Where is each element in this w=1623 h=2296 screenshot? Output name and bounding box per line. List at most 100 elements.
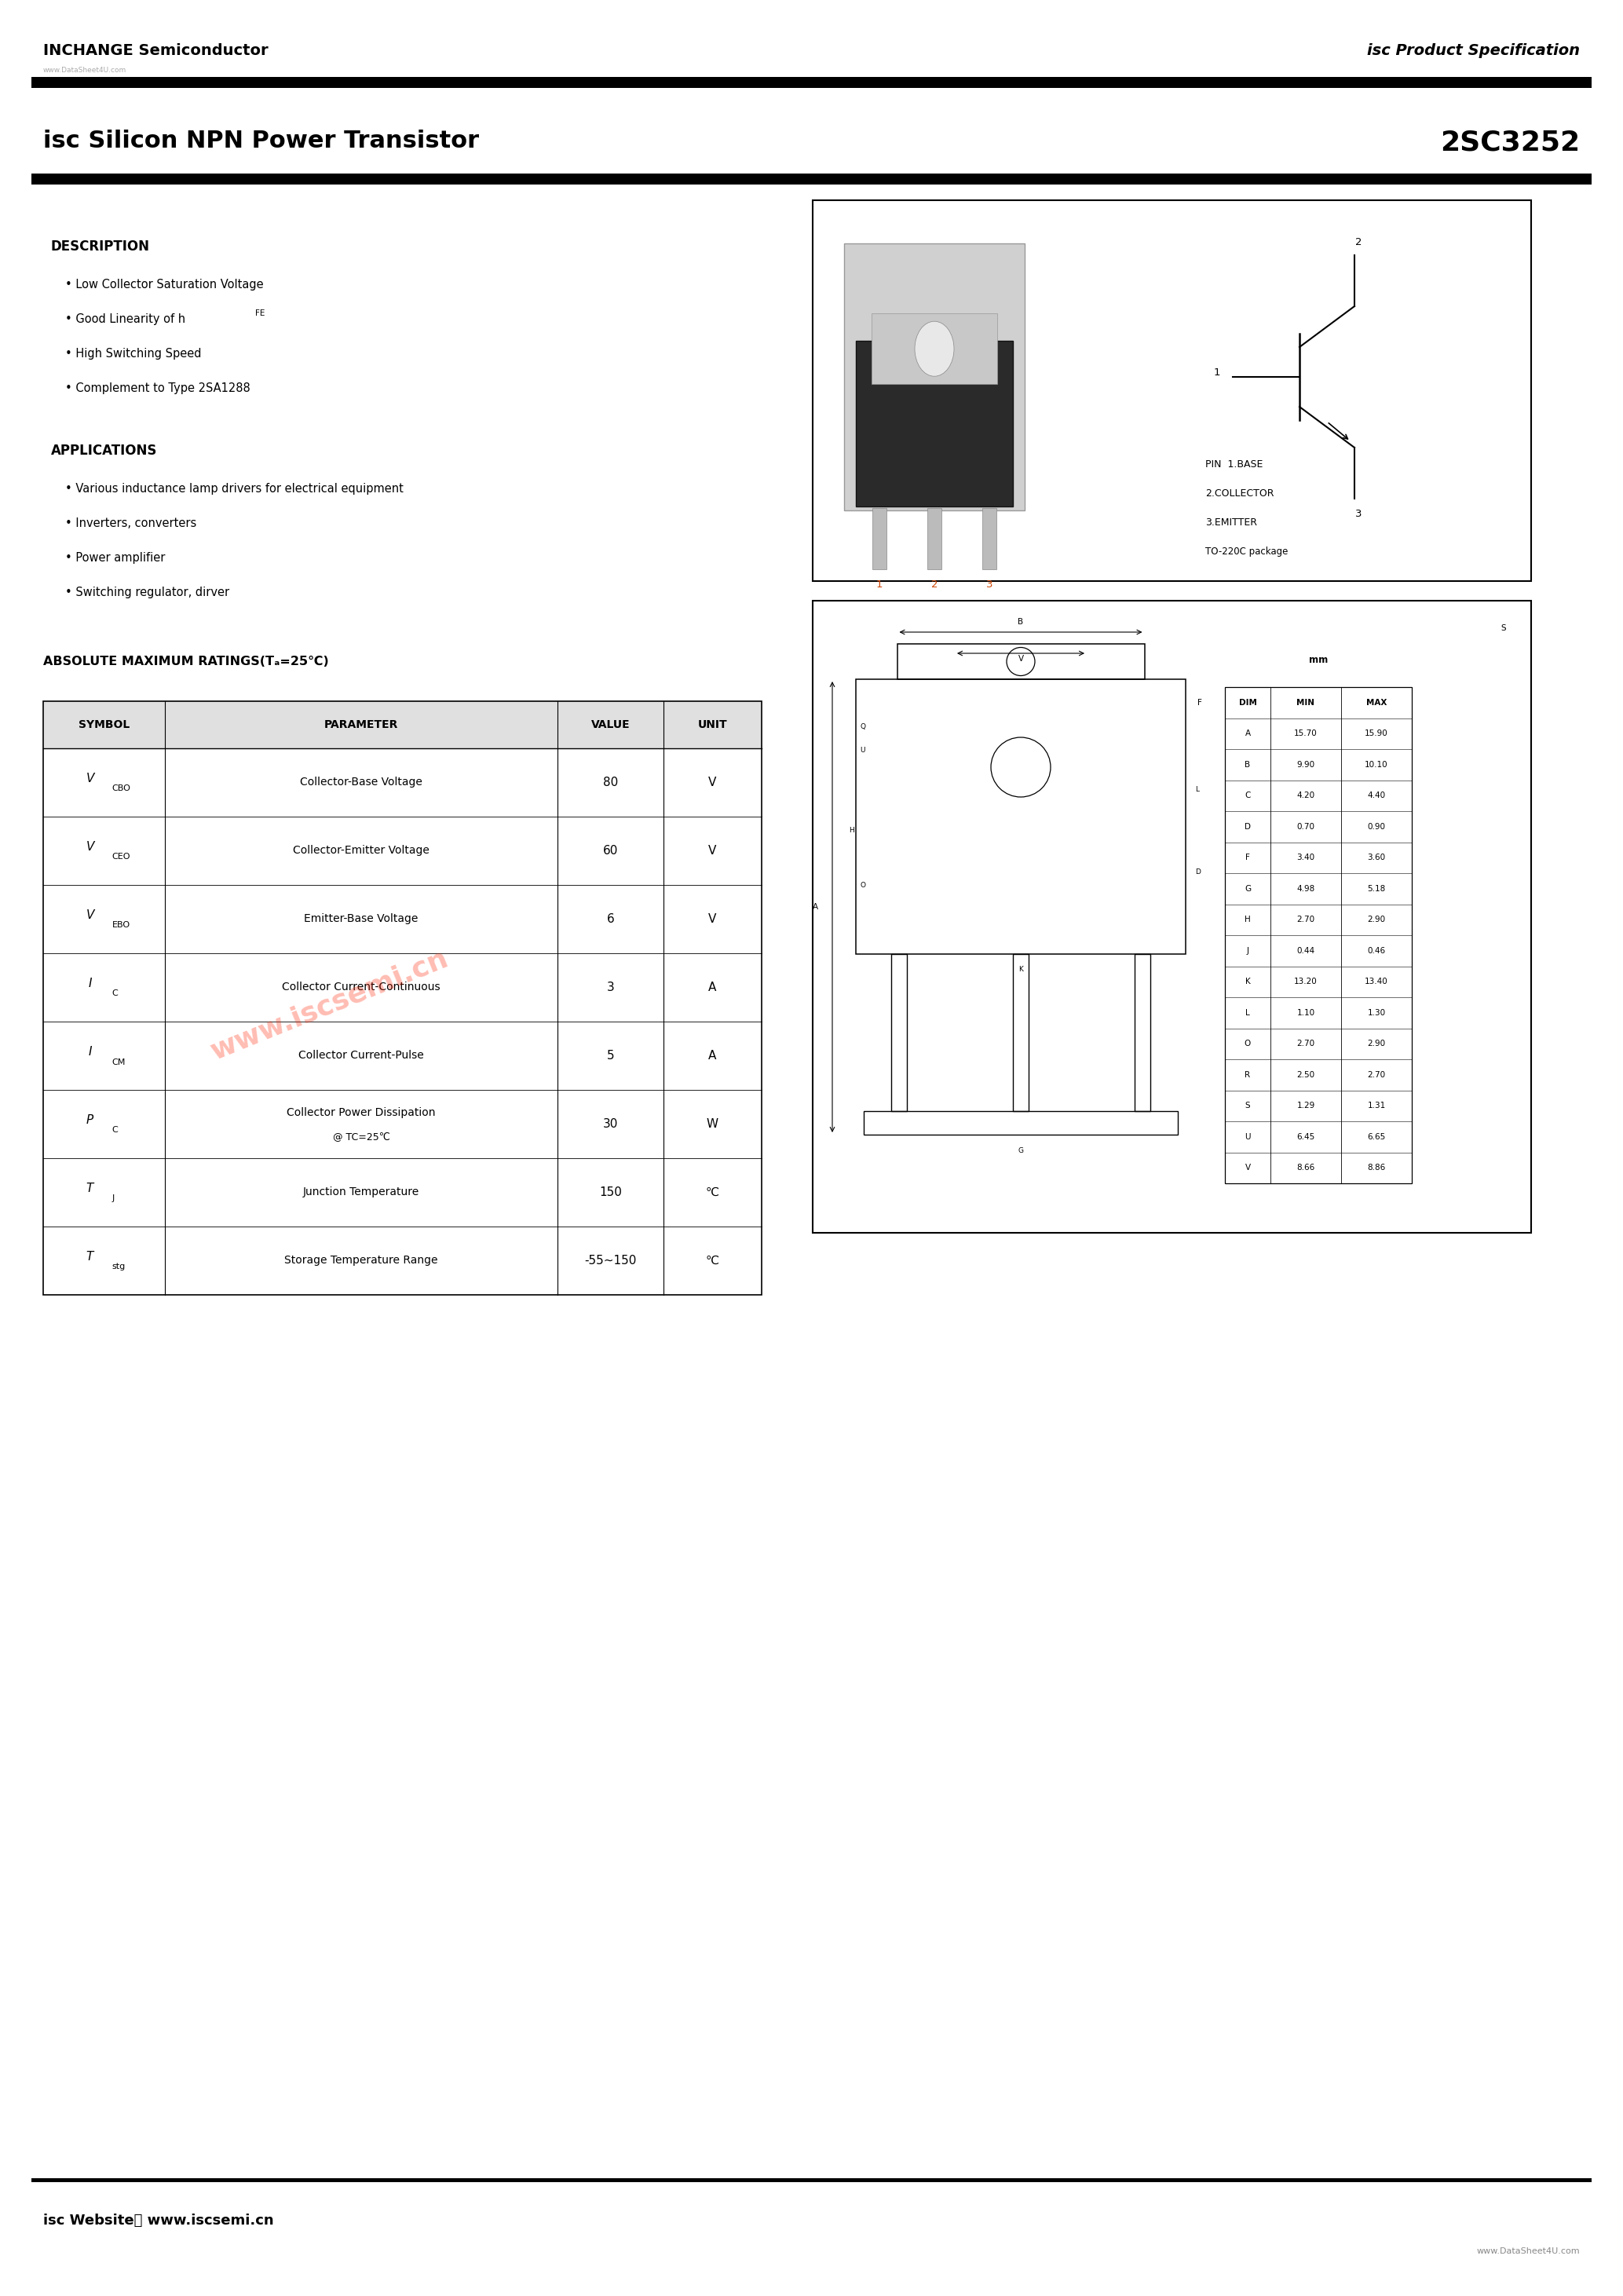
Text: • Inverters, converters: • Inverters, converters	[65, 517, 196, 530]
Text: F: F	[1198, 698, 1203, 707]
Text: 1: 1	[876, 579, 883, 590]
Text: 60: 60	[602, 845, 618, 856]
Text: PIN  1.BASE: PIN 1.BASE	[1206, 459, 1263, 471]
Bar	[844, 243, 1024, 510]
Text: 2.90: 2.90	[1367, 1040, 1386, 1047]
Text: 80: 80	[602, 776, 618, 788]
Text: 2.COLLECTOR: 2.COLLECTOR	[1206, 489, 1274, 498]
Text: L: L	[1195, 785, 1199, 792]
Bar	[872, 507, 886, 569]
Text: 3.40: 3.40	[1297, 854, 1315, 861]
Bar	[1013, 955, 1029, 1111]
Text: Collector-Base Voltage: Collector-Base Voltage	[300, 776, 422, 788]
Text: isc Silicon NPN Power Transistor: isc Silicon NPN Power Transistor	[44, 129, 479, 152]
Text: C: C	[1245, 792, 1251, 799]
Text: ℃: ℃	[706, 1187, 719, 1199]
Text: VALUE: VALUE	[591, 719, 630, 730]
Text: 5: 5	[607, 1049, 613, 1061]
Text: T: T	[86, 1182, 94, 1194]
Text: DIM: DIM	[1238, 698, 1256, 707]
Text: I: I	[88, 978, 91, 990]
Text: INCHANGE Semiconductor: INCHANGE Semiconductor	[44, 44, 268, 57]
Text: T: T	[86, 1251, 94, 1263]
Bar	[982, 507, 997, 569]
Text: • Power amplifier: • Power amplifier	[65, 551, 166, 565]
Text: FE: FE	[255, 310, 265, 317]
Text: C: C	[112, 1127, 118, 1134]
Text: MIN: MIN	[1297, 698, 1315, 707]
Bar	[891, 955, 907, 1111]
Text: CM: CM	[112, 1058, 125, 1065]
Text: S: S	[1501, 625, 1506, 631]
Text: 15.90: 15.90	[1365, 730, 1388, 737]
Text: Junction Temperature: Junction Temperature	[304, 1187, 419, 1199]
Text: 3.60: 3.60	[1367, 854, 1386, 861]
Text: 0.70: 0.70	[1297, 822, 1315, 831]
Text: 9.90: 9.90	[1297, 760, 1315, 769]
Text: 2.70: 2.70	[1367, 1070, 1386, 1079]
Text: 8.66: 8.66	[1297, 1164, 1315, 1171]
Bar	[813, 602, 1530, 1233]
Text: V: V	[1245, 1164, 1250, 1171]
Text: B: B	[1018, 618, 1024, 627]
Text: K: K	[1019, 967, 1022, 974]
Text: isc Website： www.iscsemi.cn: isc Website： www.iscsemi.cn	[44, 2213, 274, 2227]
Text: PARAMETER: PARAMETER	[325, 719, 398, 730]
Text: 5.18: 5.18	[1367, 884, 1386, 893]
Text: B: B	[1245, 760, 1250, 769]
Text: EBO: EBO	[112, 921, 130, 930]
Text: V: V	[86, 774, 94, 785]
Text: 2.70: 2.70	[1297, 1040, 1315, 1047]
Text: U: U	[860, 746, 865, 753]
Text: 3: 3	[1355, 510, 1362, 519]
Text: 4.40: 4.40	[1367, 792, 1386, 799]
Text: Collector Power Dissipation: Collector Power Dissipation	[287, 1107, 435, 1118]
Bar	[855, 340, 1013, 507]
Text: ℃: ℃	[706, 1256, 719, 1267]
Text: Collector-Emitter Voltage: Collector-Emitter Voltage	[292, 845, 430, 856]
Text: 1.31: 1.31	[1367, 1102, 1386, 1109]
Text: • Switching regulator, dirver: • Switching regulator, dirver	[65, 585, 229, 599]
Text: 1.10: 1.10	[1297, 1008, 1315, 1017]
Text: Emitter-Base Voltage: Emitter-Base Voltage	[304, 914, 419, 925]
Text: • Good Linearity of h: • Good Linearity of h	[65, 312, 185, 326]
Text: APPLICATIONS: APPLICATIONS	[50, 443, 157, 457]
Text: 6.45: 6.45	[1297, 1132, 1315, 1141]
Text: R: R	[1245, 1070, 1250, 1079]
Text: V: V	[709, 914, 717, 925]
Text: 1: 1	[1214, 367, 1220, 379]
Text: stg: stg	[112, 1263, 125, 1272]
Text: 15.70: 15.70	[1294, 730, 1318, 737]
Text: O: O	[860, 882, 865, 889]
Text: O: O	[1245, 1040, 1251, 1047]
Bar	[31, 174, 1592, 184]
Text: A: A	[709, 980, 717, 994]
Text: 0.44: 0.44	[1297, 946, 1315, 955]
Text: 4.20: 4.20	[1297, 792, 1315, 799]
Text: I: I	[88, 1047, 91, 1058]
Text: 1.29: 1.29	[1297, 1102, 1315, 1109]
Text: @ TC=25℃: @ TC=25℃	[333, 1132, 390, 1141]
Bar	[855, 680, 1186, 955]
Bar	[872, 315, 997, 383]
Text: UNIT: UNIT	[698, 719, 727, 730]
Text: 2.90: 2.90	[1367, 916, 1386, 923]
Text: D: D	[1245, 822, 1251, 831]
Text: G: G	[1245, 884, 1251, 893]
Bar	[898, 643, 1144, 680]
Text: 3: 3	[607, 980, 615, 994]
Text: 13.40: 13.40	[1365, 978, 1388, 985]
Bar	[31, 2179, 1592, 2181]
Text: CBO: CBO	[112, 785, 130, 792]
Bar	[863, 1111, 1178, 1134]
Text: 8.86: 8.86	[1367, 1164, 1386, 1171]
Text: MAX: MAX	[1367, 698, 1386, 707]
Text: Q: Q	[860, 723, 865, 730]
Text: Collector Current-Pulse: Collector Current-Pulse	[299, 1049, 424, 1061]
Bar	[927, 507, 941, 569]
Text: 2SC3252: 2SC3252	[1440, 129, 1579, 156]
Text: V: V	[86, 909, 94, 921]
Bar	[1134, 955, 1151, 1111]
Text: mm: mm	[1308, 654, 1328, 666]
Text: V: V	[1018, 654, 1024, 664]
